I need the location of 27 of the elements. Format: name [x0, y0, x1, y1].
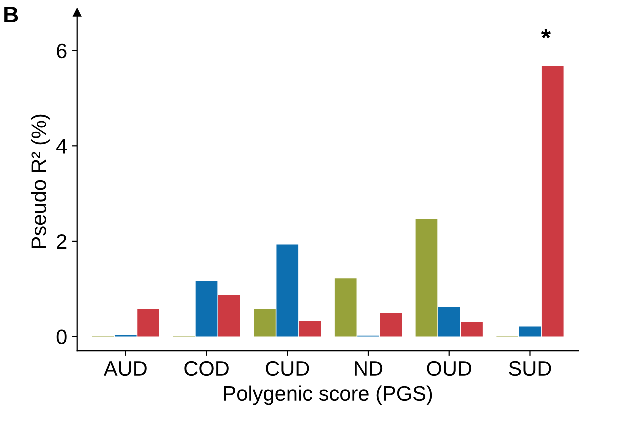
- annotation: *: [541, 29, 552, 39]
- bar: [254, 309, 276, 337]
- bar: [461, 322, 483, 337]
- x-axis-title: Polygenic score (PGS): [224, 386, 432, 406]
- y-axis-title: Pseudo R² (%): [31, 114, 50, 248]
- bar: [380, 312, 402, 337]
- y-tick-label: 2: [57, 234, 67, 250]
- x-tick-label: COD: [184, 361, 229, 376]
- bar: [196, 282, 218, 337]
- bar: [334, 278, 357, 337]
- bar: [218, 295, 240, 337]
- y-tick-label: 4: [56, 139, 68, 154]
- bar: [519, 326, 542, 337]
- text: B: [4, 7, 18, 22]
- bar: [438, 307, 460, 337]
- bar: [416, 220, 438, 337]
- x-tick-label: SUD: [509, 361, 552, 376]
- bar: [299, 321, 322, 337]
- y-tick-label: 0: [56, 330, 67, 345]
- x-tick-label: OUD: [427, 361, 472, 376]
- x-tick-label: CUD: [266, 361, 310, 376]
- bar: [138, 309, 160, 337]
- bar: [276, 244, 299, 337]
- y-tick-label: 6: [57, 44, 67, 59]
- x-tick-label: ND: [355, 362, 383, 376]
- bar: [542, 66, 564, 337]
- x-tick-label: AUD: [104, 362, 147, 376]
